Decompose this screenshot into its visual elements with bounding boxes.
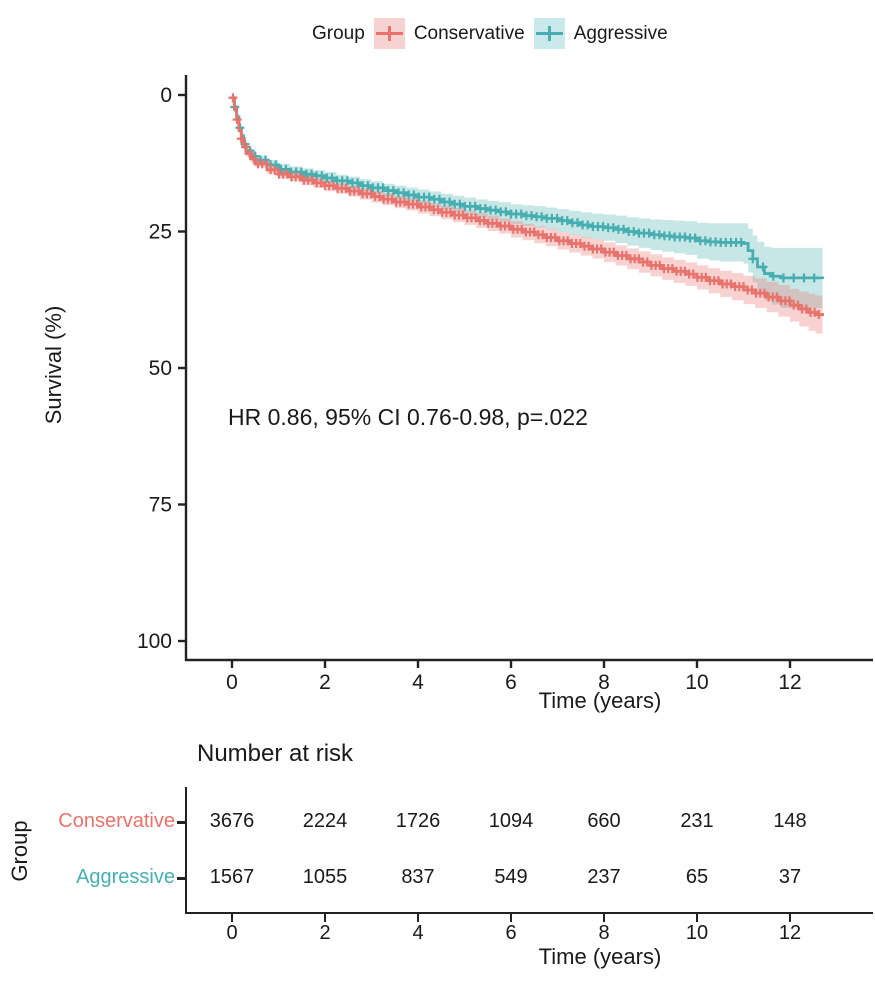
risk-count: 660 [587,810,621,832]
y-axis-title: Survival (%) [41,305,66,425]
risk-x-tick [602,914,606,922]
risk-x-tick-label: 4 [412,922,424,944]
hr-annotation: HR 0.86, 95% CI 0.76-0.98, p=.022 [228,404,588,430]
risk-count: 1055 [302,866,348,888]
risk-x-tick-label: 0 [226,922,238,944]
legend-key-plus [387,26,391,41]
risk-count: 1567 [209,866,255,888]
x-tick-label: 0 [226,671,238,694]
y-tick-label: 0 [160,84,172,107]
legend-item-conservative: Conservative [413,22,525,44]
legend-title: Group [312,22,365,44]
risk-count: 3676 [209,810,255,832]
survival-plot: 0 25 50 75 100 0 2 4 6 8 10 12 [137,75,873,694]
y-tick-label: 100 [137,630,172,653]
risk-table-x-axis-line [185,912,873,915]
risk-x-tick [788,914,792,922]
risk-count: 231 [680,810,714,832]
risk-count: 37 [778,866,802,888]
y-tick-label: 25 [149,221,172,244]
risk-count: 237 [587,866,621,888]
censor-marks-aggressive [230,102,819,283]
legend-item-aggressive: Aggressive [573,22,668,44]
risk-x-tick-label: 2 [319,922,331,944]
risk-count: 1726 [395,810,441,832]
y-tick-label: 75 [149,494,172,517]
x-axis-title-risk: Time (years) [538,944,662,969]
risk-count: 1094 [488,810,534,832]
risk-count: 148 [773,810,807,832]
risk-x-tick-label: 8 [598,922,610,944]
risk-x-tick [509,914,513,922]
risk-row-label-aggressive: Aggressive [76,866,175,888]
risk-count: 2224 [302,810,348,832]
risk-count: 65 [685,866,709,888]
risk-x-tick-label: 6 [505,922,517,944]
risk-x-tick-label: 12 [778,922,802,944]
risk-row-label-conservative: Conservative [58,810,175,832]
legend-key-conservative-icon [373,18,405,49]
y-tick-label: 50 [149,357,172,380]
risk-x-tick [695,914,699,922]
x-tick-label: 10 [685,671,708,694]
legend-key-plus [547,26,551,41]
x-tick-label: 8 [598,671,610,694]
risk-count: 549 [494,866,528,888]
risk-x-tick [230,914,234,922]
ci-band-conservative [232,95,823,336]
x-tick-label: 12 [778,671,801,694]
risk-count: 837 [401,866,435,888]
risk-table-y-axis-line [185,787,188,914]
risk-row-tick [177,877,185,880]
risk-group-axis-title: Group [7,820,32,882]
risk-row-tick [177,821,185,824]
legend: Group Conservative Aggressive [312,18,668,49]
x-tick-label: 4 [412,671,424,694]
x-axis-title-main: Time (years) [538,688,662,713]
censor-marks-conservative [228,93,824,319]
legend-key-aggressive-icon [533,18,565,49]
x-tick-label: 2 [319,671,331,694]
risk-table-title: Number at risk [197,740,354,767]
risk-x-tick [416,914,420,922]
risk-x-tick [323,914,327,922]
risk-x-tick-label: 10 [685,922,709,944]
x-tick-label: 6 [505,671,517,694]
